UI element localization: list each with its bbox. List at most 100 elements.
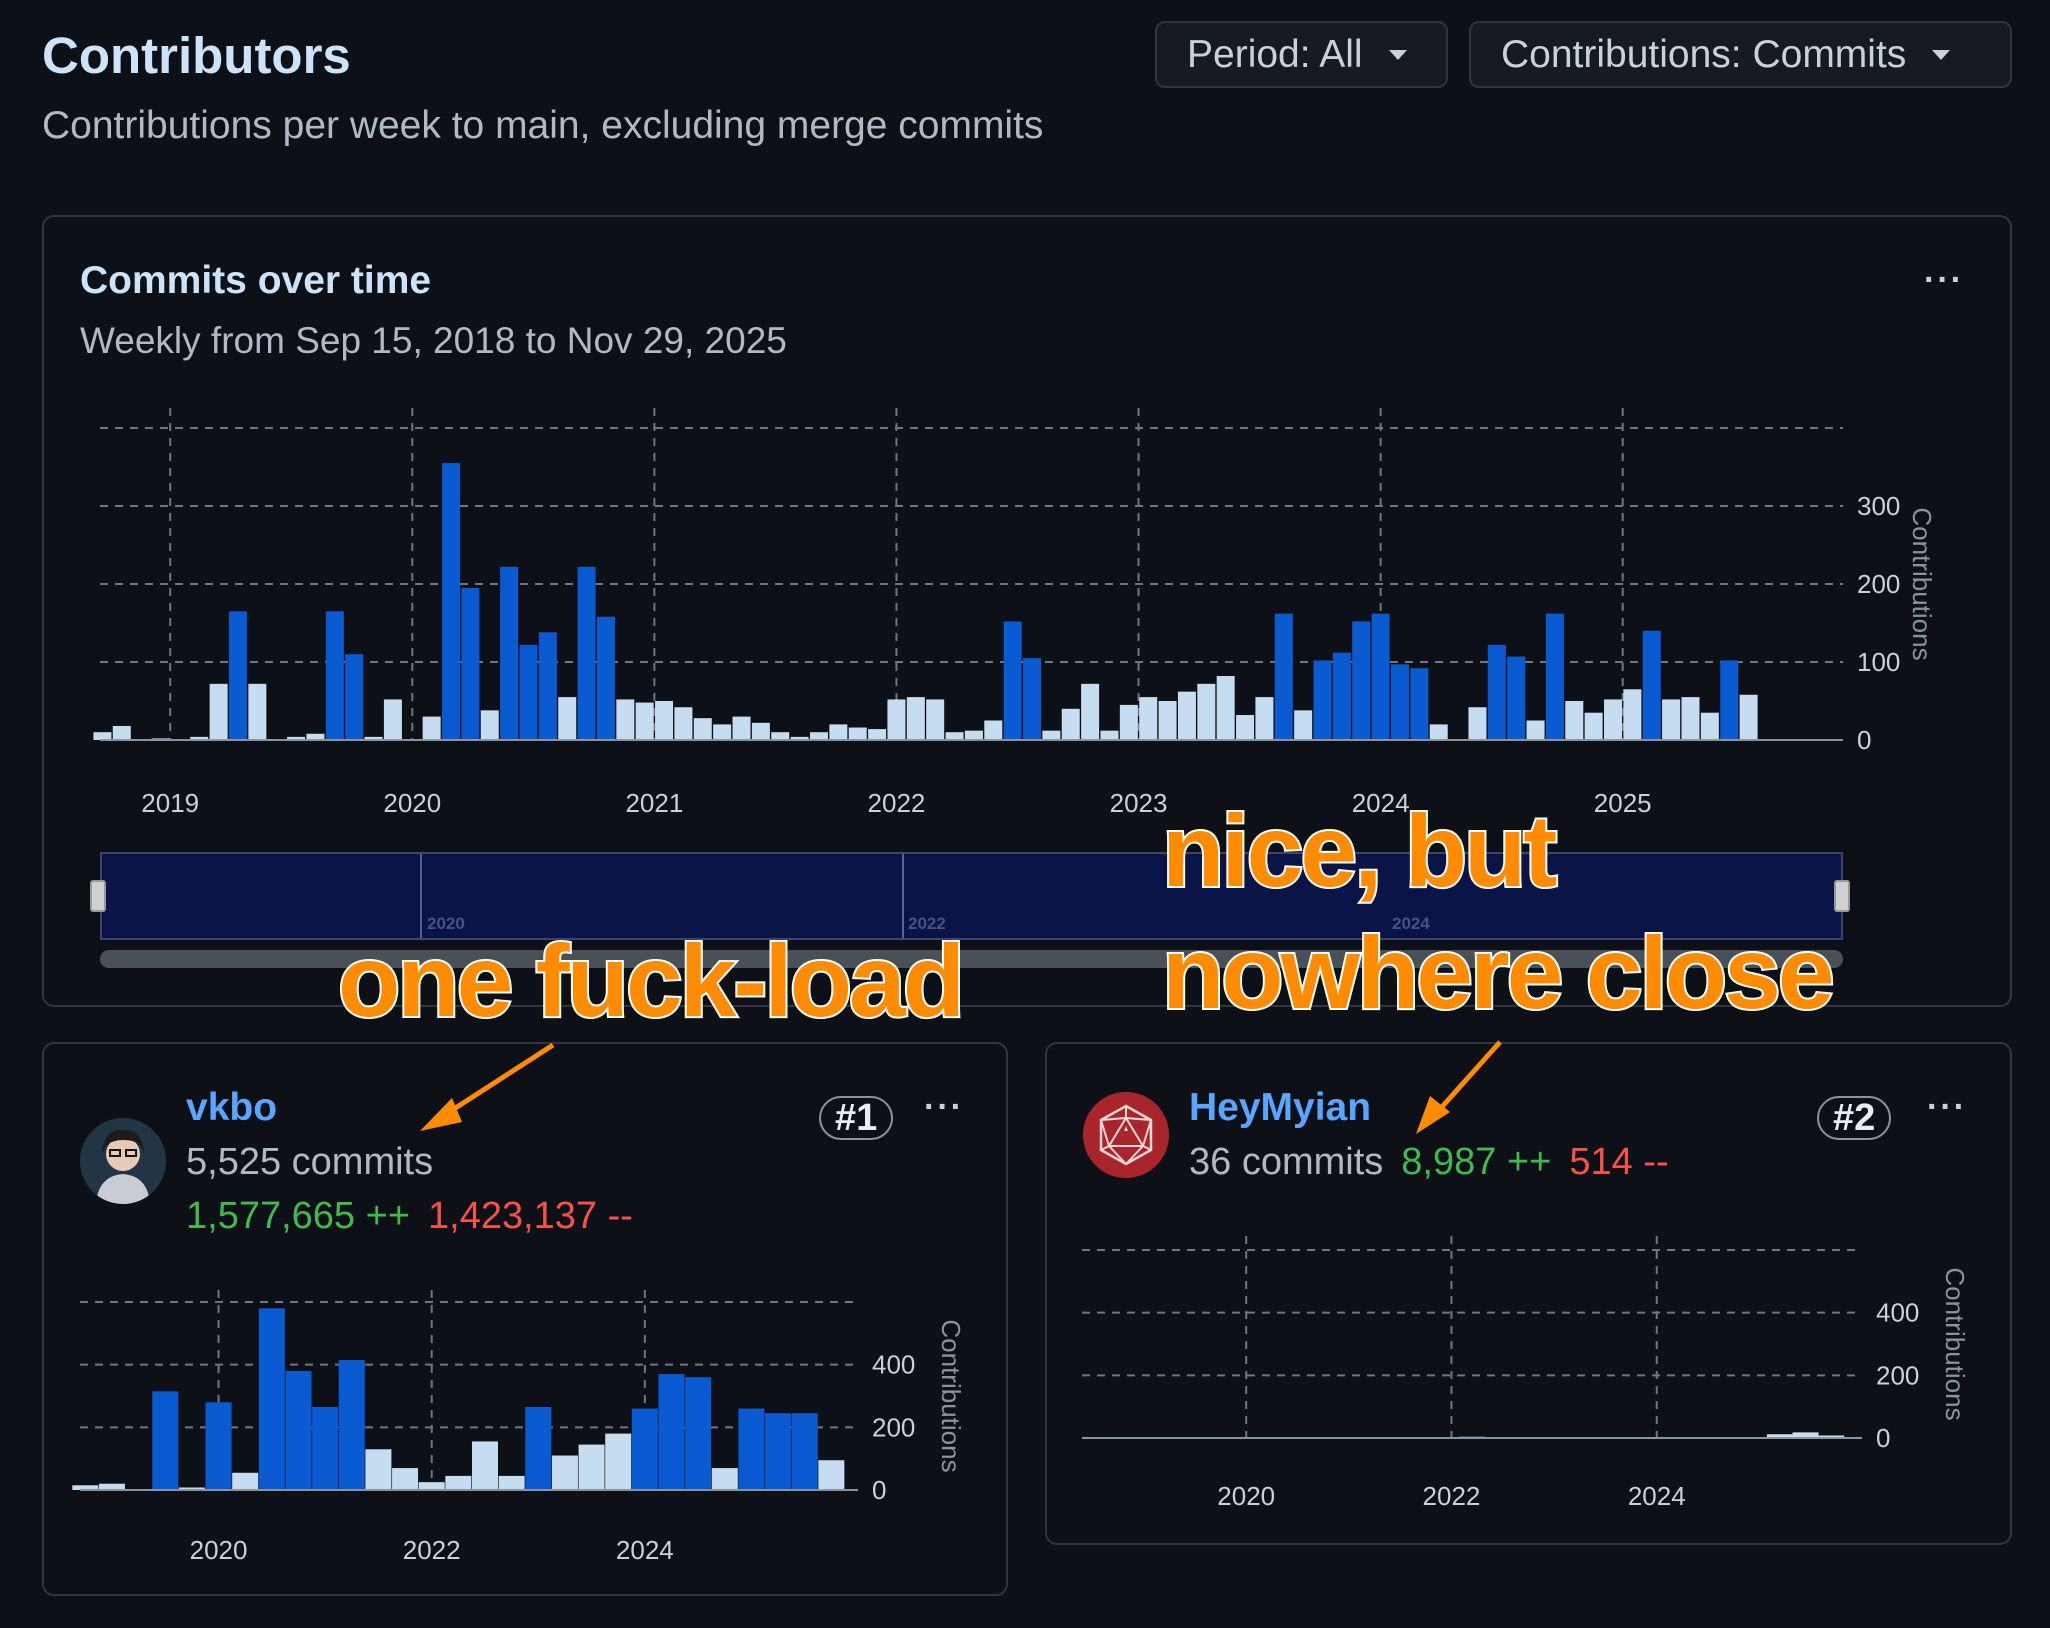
chart-bar <box>1584 712 1603 740</box>
chart-bar <box>926 699 945 740</box>
chart-bar <box>868 729 887 740</box>
chart-bar <box>1061 708 1080 740</box>
icosahedron-avatar-icon <box>1083 1092 1169 1178</box>
chart-bar <box>738 1408 765 1490</box>
contributor-username[interactable]: HeyMyian <box>1189 1086 1372 1129</box>
y-tick-label: 200 <box>872 1412 915 1442</box>
more-options-button[interactable]: ··· <box>1927 1088 1967 1126</box>
chart-bar <box>112 725 131 740</box>
more-options-button[interactable]: ··· <box>924 1088 964 1126</box>
chart-bar <box>984 720 1003 740</box>
range-scrollbar[interactable] <box>100 950 1843 968</box>
chart-bar <box>1739 694 1758 740</box>
chart-bar <box>685 1377 712 1490</box>
avatar[interactable] <box>1083 1092 1169 1178</box>
chart-bar <box>1274 613 1293 740</box>
chart-bar <box>906 697 925 740</box>
chart-bar <box>713 724 732 740</box>
chart-bar <box>1792 1432 1819 1438</box>
chart-bar <box>1139 697 1158 740</box>
y-tick-label: 300 <box>1857 491 1900 521</box>
chart-bar <box>791 1413 818 1490</box>
chart-bar <box>1642 630 1661 740</box>
range-scrollbar-thumb[interactable] <box>100 950 1843 968</box>
x-tick-label: 2023 <box>1110 788 1168 818</box>
chart-bar <box>655 701 674 740</box>
chart-bar <box>1158 701 1177 740</box>
chart-bar <box>1526 720 1545 740</box>
chart-bar <box>364 736 383 740</box>
x-tick-label: 2022 <box>868 788 926 818</box>
chart-bar <box>829 724 848 740</box>
chart-bar <box>1313 660 1332 740</box>
chart-bar <box>945 732 964 740</box>
chart-bar <box>1197 683 1216 740</box>
chart-bar <box>1700 712 1719 740</box>
chart-bar <box>1468 707 1487 740</box>
range-selector-divider <box>420 854 422 938</box>
chart-bar <box>287 736 306 740</box>
y-tick-label: 200 <box>1857 569 1900 599</box>
chart-bar <box>383 699 402 740</box>
chart-bar <box>190 736 209 740</box>
chevron-down-icon <box>1932 49 1951 60</box>
chart-bar <box>558 697 577 740</box>
rank-badge: #1 <box>819 1096 894 1140</box>
chart-bar <box>1042 730 1061 740</box>
chart-bar <box>693 718 712 740</box>
x-tick-label: 2019 <box>141 788 199 818</box>
more-options-button[interactable]: ··· <box>1924 261 1964 299</box>
y-tick-label: 0 <box>1857 725 1871 755</box>
contributions-dropdown-label: Contributions: Commits <box>1501 32 1907 76</box>
chart-bar <box>498 1475 525 1490</box>
chart-bar <box>205 1402 232 1490</box>
x-tick-label: 2024 <box>1352 788 1410 818</box>
chart-bar <box>964 730 983 740</box>
contributor-commits: 5,525 commits <box>186 1141 434 1183</box>
avatar[interactable] <box>80 1118 166 1204</box>
chart-bar <box>72 1485 99 1490</box>
chart-bar <box>577 566 596 740</box>
period-dropdown[interactable]: Period: All <box>1155 21 1448 88</box>
chart-bar <box>1818 1435 1845 1438</box>
chart-bar <box>848 727 867 740</box>
chart-bar <box>258 1308 285 1490</box>
chart-bar <box>732 716 751 740</box>
chart-bar <box>1410 668 1429 740</box>
rank-badge: #2 <box>1817 1096 1892 1140</box>
chart-bar <box>1720 660 1739 740</box>
chart-bar <box>1681 697 1700 740</box>
chart-bar <box>392 1468 419 1490</box>
chart-bar <box>285 1370 312 1490</box>
chart-bar <box>1081 683 1100 740</box>
chart-bar <box>480 710 499 740</box>
chart-bar <box>674 707 693 740</box>
range-handle-left[interactable] <box>90 880 106 912</box>
chart-bar <box>578 1444 605 1490</box>
chart-bar <box>525 1406 552 1490</box>
additions-count: 8,987 ++ <box>1401 1141 1552 1183</box>
chart-bar <box>1003 621 1022 740</box>
chart-bar <box>1177 691 1196 740</box>
chart-subtitle: Weekly from Sep 15, 2018 to Nov 29, 2025 <box>80 320 787 361</box>
chart-bar <box>1766 1434 1793 1438</box>
chart-bar <box>1662 699 1681 740</box>
chart-bar <box>1390 664 1409 740</box>
chart-bar <box>765 1413 792 1490</box>
x-tick-label: 2020 <box>190 1535 248 1565</box>
annotation-arrow-left <box>438 1042 555 1121</box>
chart-bar <box>345 654 364 740</box>
contributions-dropdown[interactable]: Contributions: Commits <box>1469 21 2012 88</box>
y-axis-title: Contributions <box>1940 1267 1970 1420</box>
contributor-username[interactable]: vkbo <box>186 1086 278 1129</box>
annotation-right-line1: nice, but <box>1160 794 1559 908</box>
chart-bar <box>1623 689 1642 740</box>
chart-bar <box>616 699 635 740</box>
y-tick-label: 400 <box>1876 1298 1919 1328</box>
y-tick-label: 100 <box>1857 647 1900 677</box>
range-handle-right[interactable] <box>1834 880 1850 912</box>
arrow-head-icon <box>1416 1096 1450 1134</box>
chart-bar <box>1371 613 1390 740</box>
annotation-left: one fuck-load <box>336 924 967 1038</box>
